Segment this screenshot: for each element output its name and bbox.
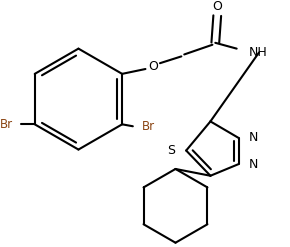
Text: O: O	[212, 0, 222, 13]
Text: S: S	[168, 144, 175, 157]
Text: Br: Br	[142, 120, 155, 133]
Text: O: O	[148, 60, 158, 73]
Text: Br: Br	[0, 118, 13, 131]
Text: N: N	[249, 158, 259, 171]
Text: NH: NH	[248, 46, 267, 59]
Text: N: N	[249, 131, 259, 144]
